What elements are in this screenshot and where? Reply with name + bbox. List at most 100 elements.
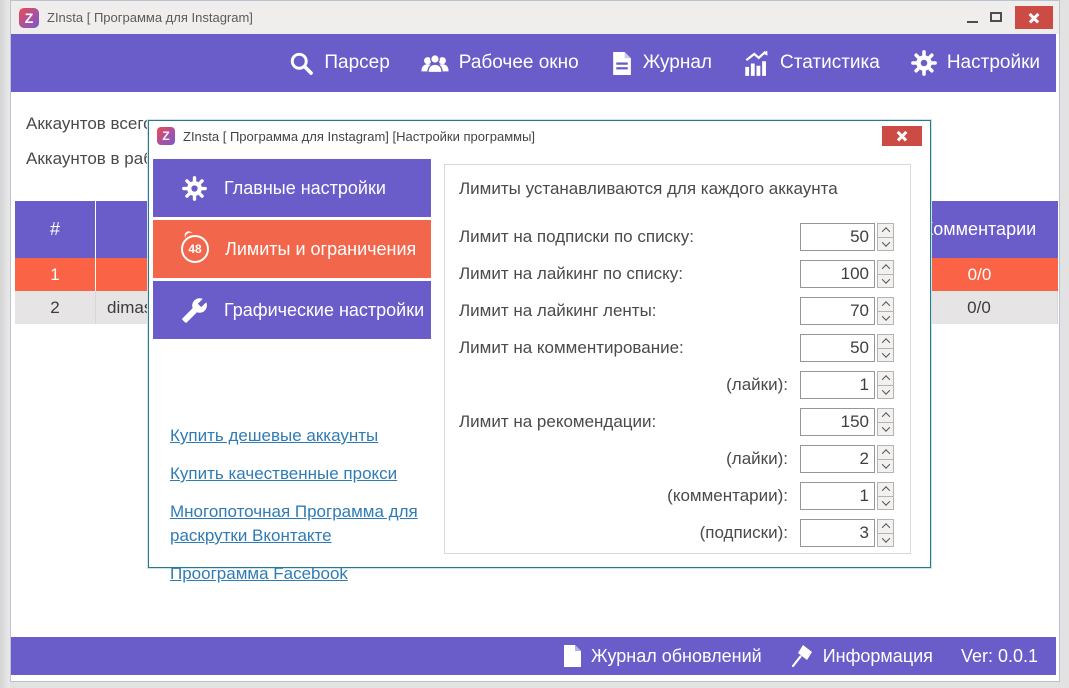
field-label: Лимит на лайкинг по списку: xyxy=(459,264,683,283)
limit-row-recommendations: Лимит на рекомендации: xyxy=(459,408,894,436)
column-header-num: # xyxy=(15,201,96,258)
zinsta-logo-icon: Z xyxy=(157,127,175,145)
spinner-down-button[interactable] xyxy=(877,459,894,473)
cell-num: 2 xyxy=(15,291,96,324)
zinsta-logo-icon: Z xyxy=(19,7,39,28)
chevron-down-icon xyxy=(881,460,890,469)
nav-item-settings[interactable]: Настройки xyxy=(910,49,1040,77)
nav-item-journal[interactable]: Журнал xyxy=(609,50,712,77)
updates-journal-button[interactable]: Журнал обновлений xyxy=(562,644,762,668)
spinner-up-button[interactable] xyxy=(877,223,894,238)
number-spinner xyxy=(877,371,894,399)
cell-num: 1 xyxy=(15,258,96,291)
nav-item-workspace[interactable]: Рабочее окно xyxy=(420,50,579,77)
field-label: (лайки): xyxy=(726,449,788,468)
sidebar-item-label: Главные настройки xyxy=(224,177,386,198)
limits-panel-header: Лимиты устанавливаются для каждого аккау… xyxy=(459,179,838,198)
limit-row-subscriptions-list: Лимит на подписки по списку: xyxy=(459,223,894,251)
spinner-down-button[interactable] xyxy=(877,533,894,547)
close-button[interactable] xyxy=(1015,6,1053,29)
limit-input[interactable] xyxy=(800,482,875,510)
field-label: Лимит на рекомендации: xyxy=(459,412,657,431)
spinner-up-button[interactable] xyxy=(877,482,894,497)
nav-label: Журнал xyxy=(642,52,713,73)
spinner-up-button[interactable] xyxy=(877,371,894,386)
number-spinner xyxy=(877,297,894,325)
spinner-up-button[interactable] xyxy=(877,260,894,275)
spinner-down-button[interactable] xyxy=(877,274,894,288)
window-title: ZInsta [ Программа для Instagram] xyxy=(47,10,253,25)
spinner-up-button[interactable] xyxy=(877,297,894,312)
version-label: Ver: 0.0.1 xyxy=(960,645,1038,666)
chevron-down-icon xyxy=(881,238,890,247)
nav-item-parser[interactable]: Парсер xyxy=(288,50,390,77)
gear-icon xyxy=(182,175,207,201)
chevron-up-icon xyxy=(881,338,890,347)
link-buy-cheap-accounts[interactable]: Купить дешевые аккаунты xyxy=(170,426,379,445)
number-spinner xyxy=(877,445,894,473)
nav-label: Статистика xyxy=(780,52,880,73)
number-spinner xyxy=(877,223,894,251)
dialog-titlebar: Z ZInsta [ Программа для Instagram] [Нас… xyxy=(149,121,930,151)
status-bar: Журнал обновлений Информация Ver: 0.0.1 xyxy=(11,637,1056,675)
field-label: (лайки): xyxy=(726,375,788,394)
gear-icon xyxy=(910,50,937,76)
limit-input[interactable] xyxy=(800,223,875,251)
field-label: (комментарии): xyxy=(667,486,788,505)
spinner-up-button[interactable] xyxy=(877,519,894,534)
updates-journal-label: Журнал обновлений xyxy=(591,645,762,666)
document-icon xyxy=(564,645,582,667)
sidebar-item-graphic-settings[interactable]: Графические настройки xyxy=(153,281,431,339)
number-spinner xyxy=(877,260,894,288)
link-buy-quality-proxies[interactable]: Купить качественные прокси xyxy=(170,464,398,483)
chevron-down-icon xyxy=(881,497,890,506)
spinner-down-button[interactable] xyxy=(877,311,894,325)
limit-row-commenting-likes: (лайки): xyxy=(459,371,894,399)
spinner-down-button[interactable] xyxy=(877,496,894,510)
link-facebook-program[interactable]: Проограмма Facebook xyxy=(170,564,348,583)
chevron-down-icon xyxy=(881,275,890,284)
chevron-down-icon xyxy=(881,534,890,543)
limit-input[interactable] xyxy=(800,334,875,362)
nav-item-statistics[interactable]: Статистика xyxy=(742,50,880,77)
spinner-down-button[interactable] xyxy=(877,422,894,436)
promo-links: Купить дешевые аккаунты Купить качествен… xyxy=(170,424,440,600)
minimize-button[interactable] xyxy=(963,6,985,29)
chevron-down-icon xyxy=(881,386,890,395)
limit-input[interactable] xyxy=(800,408,875,436)
maximize-button[interactable] xyxy=(985,6,1009,29)
spinner-down-button[interactable] xyxy=(877,348,894,362)
field-label: Лимит на комментирование: xyxy=(459,338,684,357)
chevron-up-icon xyxy=(881,227,890,236)
limit-row-liking-feed: Лимит на лайкинг ленты: xyxy=(459,297,894,325)
limit-row-recommendations-subscriptions: (подписки): xyxy=(459,519,894,547)
chevron-down-icon xyxy=(881,349,890,358)
spinner-up-button[interactable] xyxy=(877,445,894,460)
limit-row-liking-list: Лимит на лайкинг по списку: xyxy=(459,260,894,288)
limit-row-recommendations-comments: (комментарии): xyxy=(459,482,894,510)
chevron-up-icon xyxy=(881,264,890,273)
sidebar-item-main-settings[interactable]: Главные настройки xyxy=(153,159,431,217)
limit-row-recommendations-likes: (лайки): xyxy=(459,445,894,473)
limits-panel: Лимиты устанавливаются для каждого аккау… xyxy=(444,164,911,554)
spinner-up-button[interactable] xyxy=(877,334,894,349)
limit-input[interactable] xyxy=(800,260,875,288)
link-vkontakte-program[interactable]: Многопоточная Программа для раскрутки Вк… xyxy=(170,502,418,545)
spinner-down-button[interactable] xyxy=(877,385,894,399)
limit-input[interactable] xyxy=(800,445,875,473)
timer-48-icon: 48 xyxy=(181,235,209,263)
sidebar-item-limits[interactable]: 48 Лимиты и ограничения xyxy=(153,220,431,278)
dialog-close-button[interactable] xyxy=(882,126,922,146)
dialog-title: ZInsta [ Программа для Instagram] [Настр… xyxy=(183,128,536,144)
limit-input[interactable] xyxy=(800,519,875,547)
sidebar-item-label: Лимиты и ограничения xyxy=(225,238,417,259)
window-controls xyxy=(963,1,1053,34)
information-button[interactable]: Информация xyxy=(790,644,933,668)
pin-icon xyxy=(791,645,812,668)
chevron-up-icon xyxy=(881,375,890,384)
spinner-down-button[interactable] xyxy=(877,237,894,251)
limit-input[interactable] xyxy=(800,371,875,399)
spinner-up-button[interactable] xyxy=(877,408,894,423)
chevron-up-icon xyxy=(881,301,890,310)
limit-input[interactable] xyxy=(800,297,875,325)
